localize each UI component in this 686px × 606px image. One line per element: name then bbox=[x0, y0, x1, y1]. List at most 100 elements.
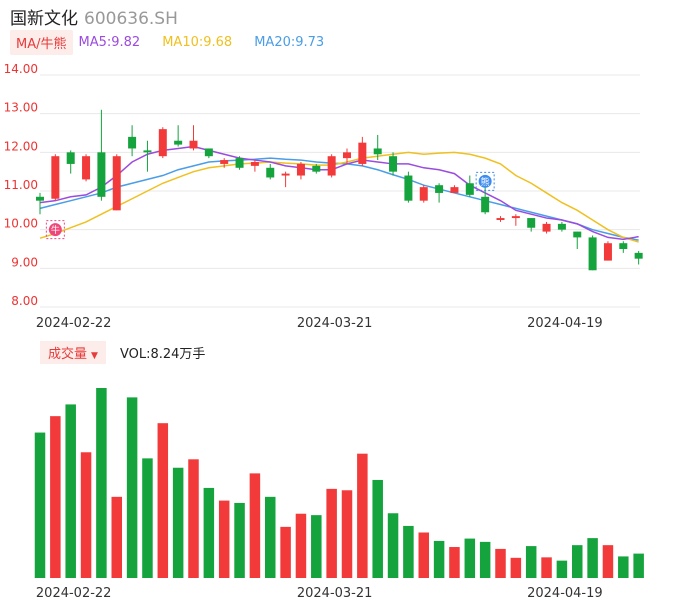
volume-bar bbox=[295, 513, 307, 578]
candle-body bbox=[465, 183, 474, 195]
volume-bar bbox=[418, 532, 429, 578]
candle-body bbox=[51, 156, 60, 199]
bear-marker-frame bbox=[475, 171, 495, 191]
x-tick-label: 2024-02-22 bbox=[36, 316, 112, 331]
candle-body bbox=[419, 187, 428, 201]
candle-body bbox=[481, 196, 490, 213]
volume-bar bbox=[449, 547, 460, 578]
volume-bar bbox=[341, 490, 353, 578]
volume-bar bbox=[618, 556, 629, 578]
volume-bar bbox=[556, 560, 568, 578]
y-tick-label: 12.00 bbox=[4, 139, 38, 153]
volume-bar bbox=[372, 479, 383, 578]
volume-selector-button[interactable]: 成交量 ▼ bbox=[40, 340, 106, 364]
volume-bar bbox=[572, 545, 583, 578]
volume-x-tick-label: 2024-03-21 bbox=[297, 586, 373, 601]
candle-body bbox=[327, 156, 336, 176]
stock-title: 国新文化 600636.SH bbox=[10, 4, 178, 29]
volume-bar bbox=[541, 557, 552, 578]
candle-body bbox=[250, 162, 259, 166]
candle-body bbox=[143, 150, 152, 153]
candle-body bbox=[97, 152, 106, 197]
volume-bar bbox=[311, 515, 322, 578]
volume-bar bbox=[326, 488, 337, 578]
candle-body bbox=[511, 216, 520, 219]
volume-bar bbox=[111, 496, 122, 578]
x-tick-label: 2024-04-19 bbox=[527, 316, 603, 331]
candle-body bbox=[343, 152, 351, 159]
candle-body bbox=[435, 185, 444, 193]
y-tick-label: 14.00 bbox=[4, 62, 38, 76]
candle-body bbox=[573, 231, 582, 238]
volume-value: VOL:8.24万手 bbox=[119, 346, 206, 362]
volume-bar bbox=[633, 553, 644, 578]
volume-bar bbox=[280, 526, 291, 578]
y-tick-label: 10.00 bbox=[4, 217, 38, 231]
candle-body bbox=[281, 173, 290, 176]
volume-bar bbox=[65, 404, 76, 578]
candle-body bbox=[619, 243, 628, 249]
ma5-label: MA5:9.82 bbox=[78, 34, 141, 50]
caret-down-icon: ▼ bbox=[91, 350, 98, 361]
candle-body bbox=[634, 252, 643, 259]
volume-bar bbox=[387, 513, 399, 578]
stock-name: 国新文化 bbox=[10, 9, 78, 29]
candle-body bbox=[82, 156, 91, 180]
candle-body bbox=[588, 237, 597, 271]
volume-bar bbox=[96, 388, 107, 578]
candle-body bbox=[527, 218, 536, 228]
bear-marker-icon bbox=[478, 174, 492, 188]
volume-bar bbox=[525, 546, 537, 578]
candle-body bbox=[204, 148, 213, 157]
volume-bar bbox=[34, 432, 46, 578]
volume-bar bbox=[157, 423, 169, 578]
candle-body bbox=[450, 187, 459, 193]
volume-bar bbox=[433, 540, 445, 578]
candle-body bbox=[404, 175, 413, 201]
candle-body bbox=[266, 167, 275, 178]
candle-body bbox=[112, 156, 121, 211]
candle-body bbox=[189, 140, 198, 149]
volume-bar bbox=[464, 538, 476, 578]
candle-body bbox=[220, 160, 229, 164]
ma20-label: MA20:9.73 bbox=[254, 34, 325, 50]
volume-bar bbox=[80, 452, 92, 578]
candle-body bbox=[174, 140, 183, 145]
volume-bar bbox=[234, 502, 245, 578]
bull-marker-icon bbox=[48, 223, 62, 237]
x-tick-label: 2024-03-21 bbox=[297, 316, 373, 331]
candle-body bbox=[373, 148, 382, 155]
candle-body bbox=[542, 223, 551, 232]
y-tick-label: 13.00 bbox=[4, 101, 38, 115]
candle-body bbox=[296, 163, 305, 176]
volume-bar bbox=[218, 500, 230, 578]
candle-body bbox=[158, 129, 167, 157]
candle-body bbox=[36, 196, 44, 201]
volume-bar bbox=[50, 416, 61, 578]
volume-x-tick-label: 2024-02-22 bbox=[36, 586, 112, 601]
volume-bar bbox=[203, 487, 215, 578]
stock-code: 600636.SH bbox=[84, 9, 178, 29]
bear-marker-label: 熊 bbox=[481, 176, 490, 188]
ma10-line bbox=[39, 151, 639, 243]
volume-legend: 成交量 ▼ VOL:8.24万手 bbox=[40, 340, 206, 364]
volume-x-tick-label: 2024-04-19 bbox=[527, 586, 603, 601]
candle-body bbox=[389, 156, 398, 172]
candle-body bbox=[358, 142, 367, 164]
volume-selector-label: 成交量 bbox=[48, 346, 88, 362]
ma-legend: MA/牛熊 MA5:9.82 MA10:9.68 MA20:9.73 bbox=[10, 29, 346, 55]
bull-marker-frame bbox=[45, 220, 65, 240]
volume-bar bbox=[142, 458, 153, 578]
volume-bar bbox=[495, 548, 506, 578]
volume-bar bbox=[510, 557, 522, 578]
candle-body bbox=[312, 165, 321, 172]
volume-bar bbox=[479, 541, 491, 578]
volume-bar bbox=[403, 525, 414, 578]
ma10-label: MA10:9.68 bbox=[162, 34, 233, 50]
ma-selector-button[interactable]: MA/牛熊 bbox=[10, 29, 73, 55]
volume-bar bbox=[188, 459, 199, 578]
volume-bar bbox=[265, 496, 276, 578]
bull-marker-label: 牛 bbox=[51, 224, 60, 236]
volume-bar bbox=[602, 545, 614, 578]
